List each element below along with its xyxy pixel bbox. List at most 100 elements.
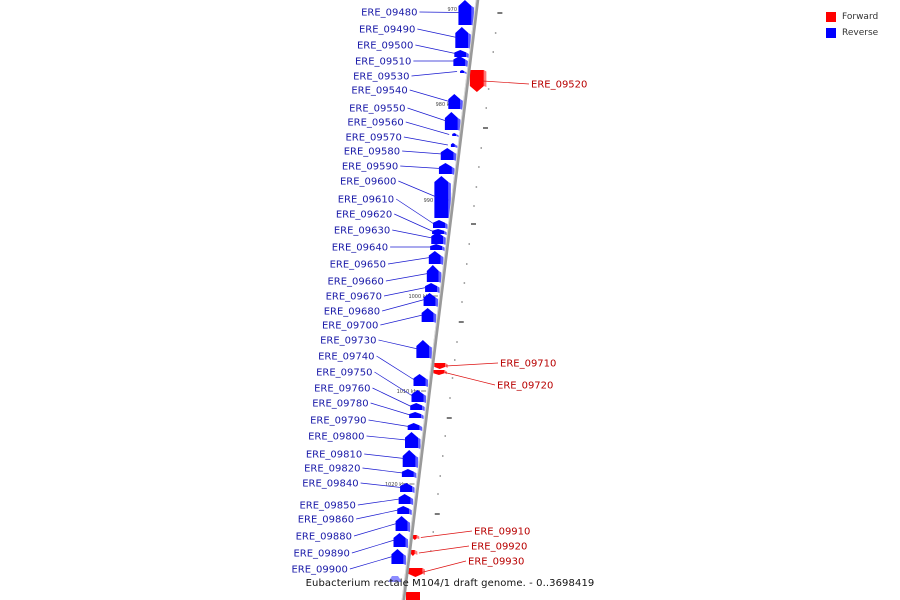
gene-ERE_09680 [423, 293, 439, 307]
leader-line [370, 402, 411, 416]
gene-ERE_09930 [408, 568, 425, 577]
gene-shape [408, 568, 423, 577]
gene-ERE_09570 [450, 143, 458, 148]
gene-label-ERE_09800: ERE_09800 [308, 432, 364, 443]
gene-shade [451, 166, 455, 175]
gene-shape [434, 363, 446, 369]
gene-label-ERE_09650: ERE_09650 [330, 260, 386, 271]
leader-line [351, 539, 395, 554]
gene-shade [423, 394, 426, 403]
leader-line [360, 482, 402, 488]
leader-line [415, 44, 456, 54]
gene-shape [410, 403, 423, 410]
gene-label-ERE_09540: ERE_09540 [351, 86, 407, 97]
tick-label: 980 kbp [436, 102, 456, 108]
gene-shape [401, 469, 414, 477]
gene-ERE_09510 [453, 56, 468, 67]
legend-label-reverse: Reverse [842, 27, 879, 38]
legend-item-forward: Forward [826, 9, 888, 24]
leader-line [411, 71, 458, 77]
gene-label-ERE_09680: ERE_09680 [324, 307, 380, 318]
gene-shape [411, 390, 424, 402]
gene-shape [426, 265, 439, 282]
gene-shade [444, 370, 447, 375]
gene-label-ERE_09820: ERE_09820 [304, 464, 360, 475]
gene-shape [440, 148, 454, 160]
gene-shape [452, 133, 457, 136]
gene-shade [443, 236, 446, 245]
leader-line [403, 136, 448, 146]
gene-shape [438, 163, 452, 174]
gene-label-ERE_09500: ERE_09500 [357, 41, 413, 52]
gene-label-ERE_09910: ERE_09910 [474, 527, 530, 538]
gene-shape [405, 432, 418, 448]
gene-shade [465, 59, 468, 67]
legend-label-forward: Forward [842, 11, 879, 22]
leader-line [445, 362, 499, 367]
gene-ERE_09520 [469, 70, 487, 92]
gene-shade [412, 486, 415, 493]
gene-shade [433, 312, 437, 323]
tick-label: 970 kbp [447, 7, 467, 13]
gene-ERE_09720 [433, 370, 447, 375]
gene-shade [437, 286, 440, 293]
gene-label-ERE_09580: ERE_09580 [344, 147, 400, 158]
leader-line [356, 509, 399, 520]
gene-shape [434, 176, 449, 218]
gene-shape [431, 232, 444, 244]
leader-line [405, 121, 450, 135]
leader-line [444, 372, 496, 386]
leader-line [402, 150, 443, 155]
gene-shape [391, 549, 404, 564]
gene-ERE_09640 [430, 244, 445, 251]
gene-shape [448, 94, 461, 109]
gene-shape [412, 535, 417, 540]
gene-ERE_09530 [460, 70, 467, 74]
gene-shade [453, 152, 457, 161]
gene-shade [466, 52, 469, 58]
gene-shade [413, 471, 417, 478]
gene-ERE_09560 [452, 133, 459, 137]
leader-line [382, 299, 425, 312]
gene-label-ERE_09570: ERE_09570 [345, 133, 401, 144]
gene-shade [442, 246, 445, 251]
gene-ERE_09580 [440, 148, 457, 161]
gene-shape [395, 516, 408, 531]
gene-shade [414, 550, 418, 555]
gene-ERE_09890 [393, 533, 408, 548]
gene-ERE_09820 [401, 469, 417, 478]
leader-line [482, 80, 530, 85]
gene-ERE_09730 [416, 340, 432, 359]
gene-shape [453, 56, 466, 66]
gene-shape [433, 370, 445, 375]
gene-ERE_09660 [426, 265, 442, 283]
leader-line [387, 257, 430, 265]
gene-shape [444, 112, 458, 130]
leader-line [353, 523, 397, 537]
gene-label-ERE_09890: ERE_09890 [293, 549, 349, 560]
legend-item-reverse: Reverse [826, 25, 888, 40]
gene-shade [445, 222, 448, 229]
gene-ERE_09860 [397, 506, 412, 515]
gene-ERE_09710 [434, 363, 448, 369]
leader-line [421, 560, 467, 573]
leader-line [392, 229, 433, 239]
gene-label-ERE_09720: ERE_09720 [497, 381, 553, 392]
gene-label-ERE_09550: ERE_09550 [349, 104, 405, 115]
gene-shade [464, 71, 467, 74]
gene-shade [438, 270, 442, 283]
gene-shade [407, 521, 411, 532]
gene-ERE_09630 [431, 232, 446, 245]
gene-shape [455, 27, 469, 48]
gene-shape [423, 293, 436, 306]
backbone-line [401, 0, 480, 600]
gene-shape [410, 550, 415, 556]
gene-ERE_09900 [391, 549, 406, 565]
leader-line [366, 435, 407, 441]
leader-line [378, 339, 418, 350]
gene-shade [416, 535, 420, 540]
gene-shape [428, 251, 441, 264]
tick-label: 1010 kbp [397, 389, 421, 395]
gene-ERE_09920 [410, 550, 418, 556]
gene-shade [425, 378, 428, 387]
